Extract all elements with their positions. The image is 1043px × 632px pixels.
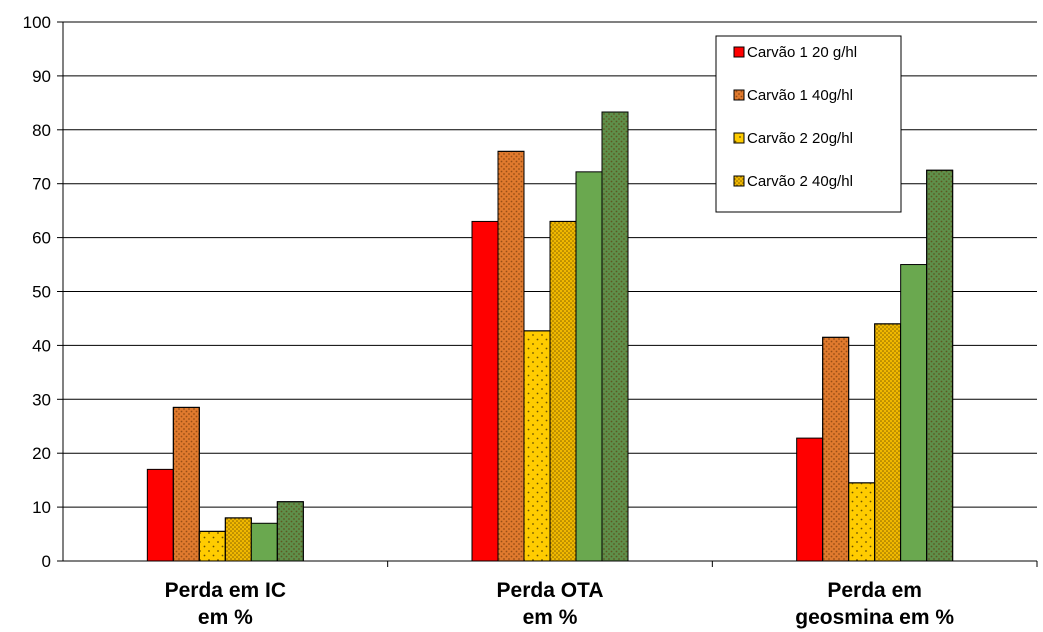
legend-swatch-pattern (733, 132, 745, 144)
bar (471, 220, 499, 562)
bar-pattern (276, 501, 304, 562)
y-tick-label: 0 (42, 552, 51, 571)
legend-label: Carvão 1 40g/hl (747, 87, 853, 104)
axes (57, 21, 1038, 567)
legend-swatch (733, 46, 745, 58)
category-label: Perda OTA (497, 579, 604, 602)
y-tick-label: 80 (32, 121, 51, 140)
legend: Carvão 1 20 g/hl Carvão 1 40g/hl Carvão 2 … (715, 35, 902, 213)
bar-pattern (497, 150, 525, 562)
legend-swatch-pattern (733, 89, 745, 101)
bar-pattern (874, 323, 902, 562)
category-label: Perda em (827, 579, 922, 602)
y-tick-label: 10 (32, 498, 51, 517)
category-label: em % (198, 606, 253, 629)
legend-swatch-pattern (733, 175, 745, 187)
y-tick-labels: 0 10 20 30 40 50 60 70 80 90 100 (23, 13, 51, 571)
bar (250, 522, 278, 562)
bar (900, 264, 928, 562)
category-label: geosmina em % (795, 606, 954, 629)
bars (146, 111, 954, 562)
legend-label: Carvão 2 20g/hl (747, 130, 853, 147)
bar-pattern (926, 169, 954, 562)
bar-pattern (198, 530, 226, 562)
bar (796, 437, 824, 562)
bar-pattern (822, 336, 850, 562)
category-labels: Perda em IC em % Perda OTA em % Perda em geos… (165, 579, 955, 629)
bar (146, 468, 174, 562)
y-tick-label: 30 (32, 390, 51, 409)
category-label: Perda em IC (165, 579, 286, 602)
y-tick-label: 40 (32, 336, 51, 355)
legend-label: Carvão 2 40g/hl (747, 173, 853, 190)
y-tick-label: 70 (32, 175, 51, 194)
bar (575, 171, 603, 562)
y-tick-label: 50 (32, 283, 51, 302)
bar-pattern (523, 330, 551, 562)
bar-pattern (549, 220, 577, 562)
bar-pattern (172, 406, 200, 562)
y-tick-label: 90 (32, 67, 51, 86)
bar-pattern (224, 517, 252, 562)
legend-box (715, 35, 902, 213)
bar-pattern (601, 111, 629, 562)
legend-label: Carvão 1 20 g/hl (747, 44, 857, 61)
y-tick-label: 20 (32, 444, 51, 463)
category-label: em % (523, 606, 578, 629)
y-tick-label: 60 (32, 229, 51, 248)
bar-pattern (848, 482, 876, 562)
y-tick-label: 100 (23, 13, 51, 32)
